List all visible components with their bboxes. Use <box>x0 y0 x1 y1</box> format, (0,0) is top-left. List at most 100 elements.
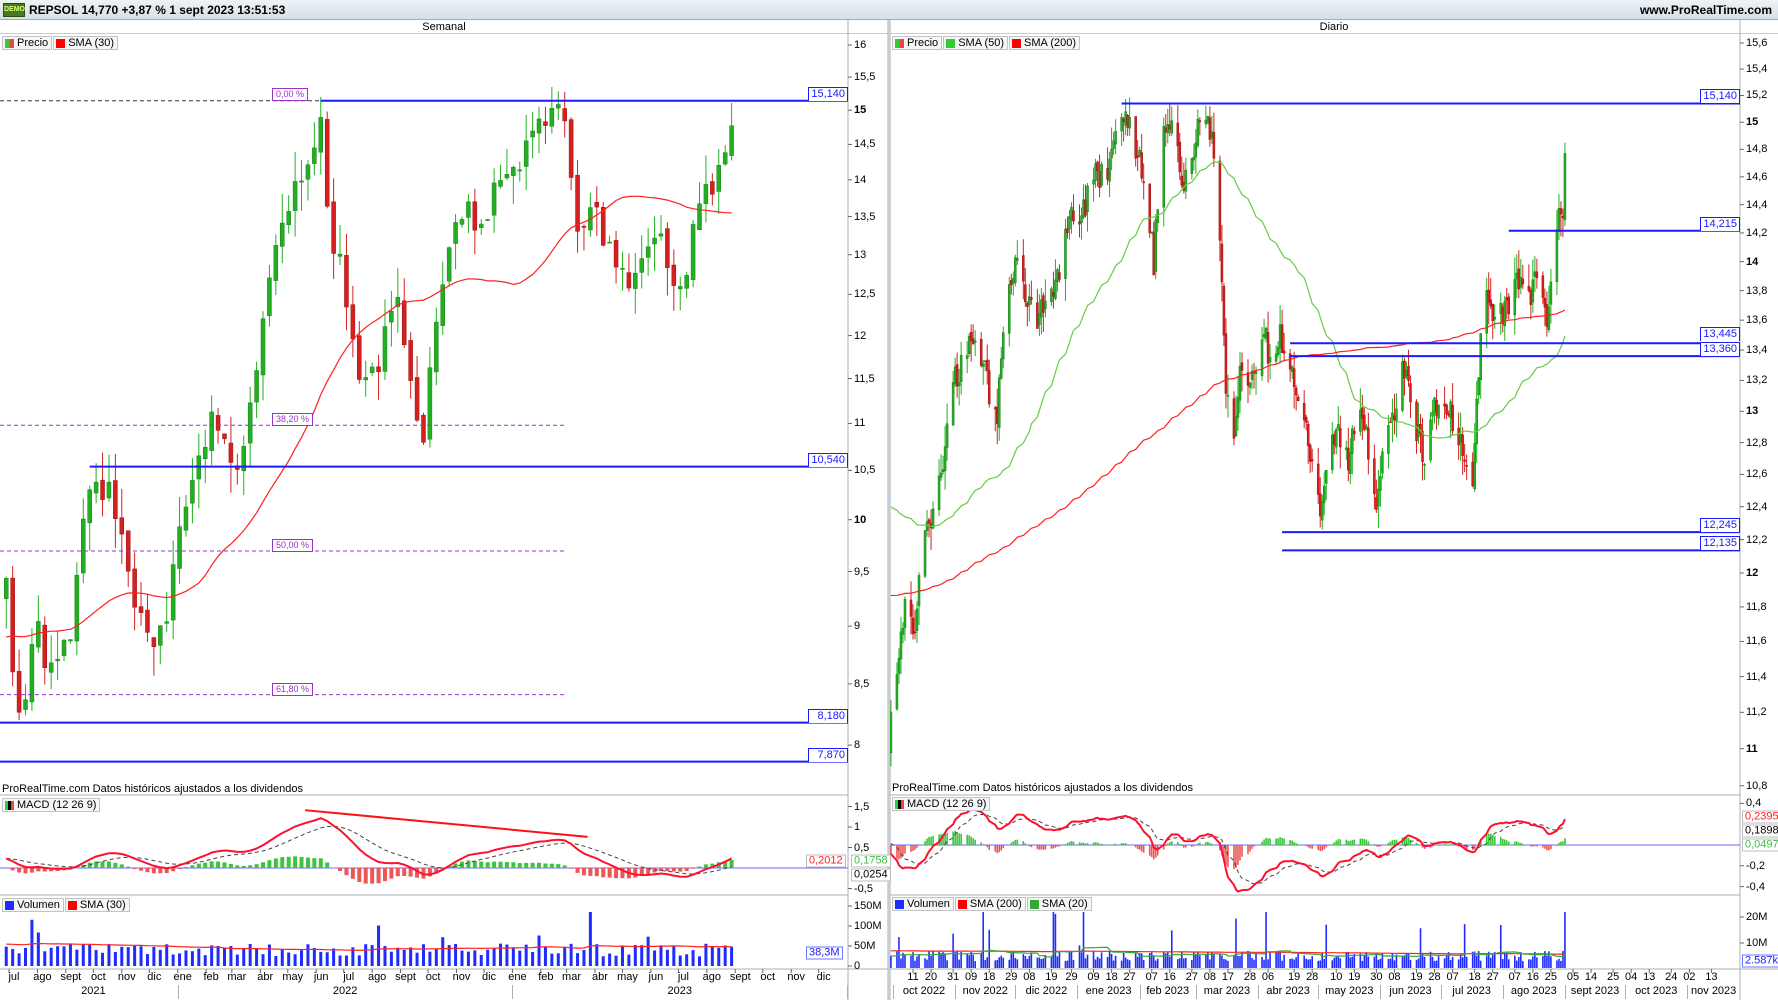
volume-bar <box>665 949 669 966</box>
macd-histogram-bar <box>1449 844 1452 845</box>
candle <box>1449 399 1452 439</box>
volume-bar <box>1339 958 1342 968</box>
volume-bar <box>505 944 509 966</box>
candle <box>1485 277 1488 349</box>
volume-bar <box>1181 951 1183 968</box>
year-separator <box>512 985 514 999</box>
macd-histogram-bar <box>203 862 208 868</box>
candle <box>305 159 311 201</box>
price-axis-label: 1 <box>854 821 861 833</box>
candle <box>1457 412 1460 460</box>
macd-histogram-bar <box>904 845 906 854</box>
candle <box>652 216 657 271</box>
legend-precio[interactable]: Precio <box>892 36 943 50</box>
month-label: abr <box>592 971 608 983</box>
legend-sma-200[interactable]: SMA (200) <box>1009 36 1081 50</box>
candle <box>1515 254 1519 298</box>
macd-histogram-bar <box>1134 845 1137 848</box>
legend-volume-sma[interactable]: SMA (30) <box>64 898 130 912</box>
candle-body <box>1226 395 1230 397</box>
volume-bar <box>1417 958 1420 968</box>
volume-bar <box>1544 951 1546 968</box>
macd-histogram-bar <box>299 856 304 868</box>
macd-histogram-bar <box>900 845 902 859</box>
volume-bar <box>11 949 15 966</box>
price-axis-label: 12,8 <box>1746 436 1768 449</box>
volume-bar <box>1225 959 1227 968</box>
candle-body <box>1389 421 1392 424</box>
volume-bar <box>1150 952 1153 968</box>
candle <box>1471 452 1474 488</box>
candle <box>897 648 901 685</box>
legend-macd[interactable]: MACD (12 26 9) <box>2 798 101 812</box>
legend-sma-50[interactable]: SMA (50) <box>943 36 1009 50</box>
volume-bar <box>1154 960 1157 968</box>
legend-sma[interactable]: SMA (30) <box>53 36 119 50</box>
level-price-label: 12,245 <box>1700 518 1740 533</box>
candle <box>1210 115 1214 144</box>
day-label: 07 <box>1508 971 1521 983</box>
candle-body <box>987 370 991 405</box>
legend-volume[interactable]: Volumen <box>2 898 64 912</box>
legend-volume-sma-20[interactable]: SMA (20) <box>1026 897 1092 911</box>
weekly-price-legend: Precio SMA (30) <box>2 36 119 50</box>
volume-bar <box>1219 953 1221 968</box>
candle <box>1178 132 1182 180</box>
candle <box>1134 116 1137 167</box>
candle-body <box>923 530 927 577</box>
macd-histogram-bar <box>17 868 22 873</box>
macd-histogram-bar <box>1100 843 1103 845</box>
month-year-label: feb 2023 <box>1146 985 1190 997</box>
candle <box>1206 115 1210 125</box>
candle <box>459 216 465 228</box>
volume-bar <box>524 944 528 966</box>
volume-bar <box>910 955 912 968</box>
legend-volume[interactable]: Volumen <box>892 897 954 911</box>
candle <box>132 552 137 631</box>
candle-body <box>357 335 362 380</box>
candle-body <box>498 180 503 187</box>
macd-histogram-bar <box>1142 845 1145 853</box>
macd-value-label: 0,2012 <box>806 854 846 868</box>
candle-body <box>1475 398 1478 445</box>
volume-bar <box>1365 952 1368 968</box>
candle <box>671 249 677 311</box>
candle <box>1252 362 1256 389</box>
macd-histogram-bar <box>1520 842 1522 845</box>
volume-bar <box>1393 960 1396 968</box>
candle-body <box>1204 119 1208 125</box>
candle-body <box>382 326 388 372</box>
legend-macd[interactable]: MACD (12 26 9) <box>892 797 991 811</box>
volume-bar <box>389 951 393 966</box>
price-axis-label: 13,5 <box>854 210 876 223</box>
candle-body <box>523 140 529 167</box>
price-axis-label: 12 <box>854 329 867 342</box>
month-label: sept <box>60 971 82 983</box>
volume-bar <box>982 912 985 968</box>
macd-histogram-bar <box>658 868 663 872</box>
legend-precio[interactable]: Precio <box>2 36 53 50</box>
volume-bar <box>1389 958 1392 968</box>
macd-histogram-bar <box>1507 841 1510 845</box>
macd-histogram-bar <box>344 868 349 876</box>
candle <box>981 359 985 385</box>
volume-bar <box>165 944 169 966</box>
candle-body <box>1477 377 1480 396</box>
macd-icon <box>5 800 14 810</box>
macd-histogram-bar <box>1247 845 1249 855</box>
candle-body <box>260 318 266 376</box>
candle <box>1363 407 1366 432</box>
macd-histogram-bar <box>1277 838 1279 845</box>
volume-bar <box>1279 951 1281 968</box>
legend-volume-sma-200[interactable]: SMA (200) <box>954 897 1026 911</box>
macd-histogram-bar <box>498 861 503 868</box>
macd-histogram-bar <box>1546 845 1548 851</box>
candle-body <box>1058 272 1061 280</box>
macd-histogram-bar <box>267 860 272 868</box>
site-link[interactable]: www.ProRealTime.com <box>1639 2 1772 17</box>
fibonacci-label: 38,20 % <box>272 413 314 427</box>
candle <box>1136 140 1139 171</box>
candle <box>1042 292 1045 332</box>
volume-bar <box>511 947 515 966</box>
